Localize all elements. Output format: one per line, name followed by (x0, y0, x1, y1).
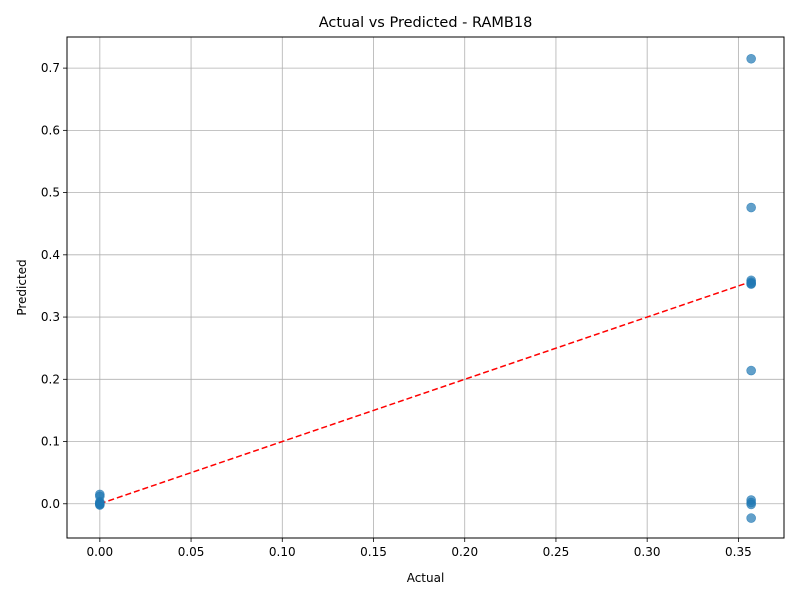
data-point (746, 202, 756, 213)
x-tick-label: 0.20 (451, 545, 478, 559)
y-tick-label: 0.1 (41, 435, 60, 449)
y-tick-label: 0.3 (41, 310, 60, 324)
y-tick-label: 0.7 (41, 61, 60, 75)
y-tick-label: 0.4 (41, 248, 60, 262)
reference-line-layer (99, 280, 752, 505)
x-tick-label: 0.10 (269, 545, 296, 559)
y-tick-label: 0.5 (41, 186, 60, 200)
x-axis-ticks: 0.00 0.05 0.10 0.15 0.20 0.25 0.30 0.35 (86, 538, 752, 559)
x-axis-title: Actual (407, 571, 445, 585)
x-tick-label: 0.05 (178, 545, 205, 559)
x-tick-label: 0.30 (634, 545, 661, 559)
data-point (746, 53, 756, 64)
y-axis-ticks: 0.0 0.1 0.2 0.3 0.4 0.5 0.6 0.7 (41, 61, 67, 511)
x-tick-label: 0.00 (86, 545, 113, 559)
data-point (746, 279, 756, 289)
data-point (746, 499, 756, 510)
y-tick-label: 0.6 (41, 123, 60, 137)
chart-title: Actual vs Predicted - RAMB18 (319, 15, 533, 31)
x-tick-label: 0.35 (725, 545, 752, 559)
data-point (746, 365, 756, 376)
y-axis-title: Predicted (15, 259, 29, 315)
grid (67, 37, 784, 538)
plot-frame (66, 36, 785, 539)
x-tick-label: 0.25 (543, 545, 570, 559)
points-layer (95, 53, 756, 523)
x-tick-label: 0.15 (360, 545, 387, 559)
data-point (95, 500, 105, 510)
y-tick-label: 0.0 (41, 497, 60, 511)
data-point (746, 513, 756, 523)
reference-line (99, 280, 752, 505)
y-tick-label: 0.2 (41, 372, 60, 386)
